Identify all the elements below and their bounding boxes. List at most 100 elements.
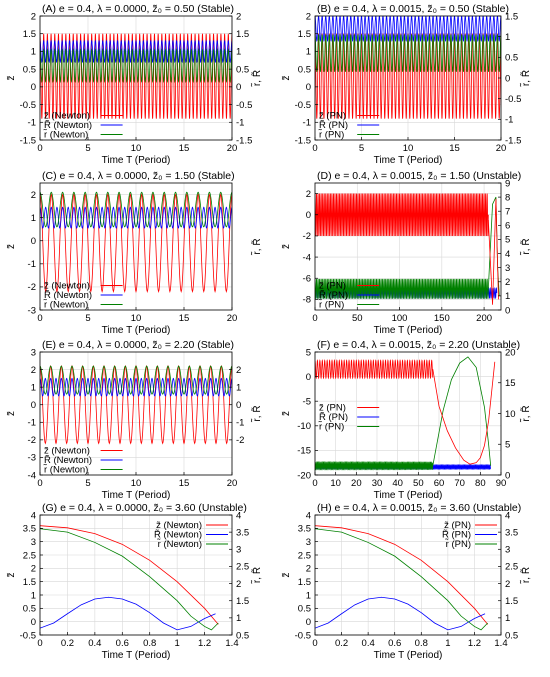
- x-tick-label: 0.8: [415, 638, 428, 649]
- panel-title: (C) e = 0.4, λ = 0.0000, z̃₀ = 1.50 (Sta…: [42, 170, 235, 182]
- series-line-2: [315, 461, 434, 471]
- x-tick-label: 30: [372, 478, 383, 489]
- x-tick-label: 1: [174, 638, 179, 649]
- x-tick-label: 0: [312, 478, 317, 489]
- x-tick-label: 0: [37, 478, 42, 489]
- panel-title: (H) e = 0.4, λ = 0.0015, z̃₀ = 3.60 (Uns…: [317, 502, 521, 514]
- x-tick-label: 1: [445, 638, 450, 649]
- x-tick-label: 20: [496, 143, 507, 154]
- y2-tick-label: 1: [505, 32, 510, 43]
- y2-tick-label: 4: [505, 249, 510, 260]
- y2-tick-label: 2.5: [505, 562, 518, 573]
- y-tick-label: -6: [303, 274, 311, 285]
- x-tick-label: 15: [179, 313, 190, 324]
- series-line-2: [40, 528, 219, 631]
- y2-tick-label: 8: [505, 192, 510, 203]
- x-tick-label: 150: [434, 313, 450, 324]
- y2-tick-label: 7: [505, 207, 510, 218]
- series-line-1: [315, 16, 501, 43]
- y-tick-label: 0: [31, 400, 36, 411]
- y-tick-label: -3: [28, 305, 36, 316]
- y-tick-label: -15: [297, 446, 311, 457]
- y-tick-label: 0: [306, 372, 311, 383]
- legend-label: r̃ (Newton): [156, 538, 202, 550]
- y-tick-label: 2: [306, 564, 311, 575]
- x-axis-label: Time T (Period): [374, 490, 443, 501]
- x-tick-label: 20: [351, 478, 362, 489]
- y2-axis-label: r̃, R̃: [519, 238, 532, 256]
- y-tick-label: 3.5: [298, 524, 311, 535]
- y2-tick-label: 1: [236, 47, 241, 58]
- y-tick-label: 0: [31, 617, 36, 628]
- x-tick-label: 15: [179, 143, 190, 154]
- y2-tick-label: 0: [505, 305, 510, 316]
- y-tick-label: -10: [297, 421, 311, 432]
- y2-tick-label: 1: [505, 291, 510, 302]
- legend-label: R̃ (PN): [319, 119, 348, 131]
- y2-tick-label: -0.5: [236, 100, 252, 111]
- y2-tick-label: 1.5: [505, 11, 518, 22]
- x-tick-label: 5: [85, 143, 90, 154]
- y-tick-label: 0: [31, 82, 36, 93]
- y2-axis-label: r̃, R̃: [250, 567, 263, 585]
- y-tick-label: -0.5: [295, 100, 311, 111]
- y2-tick-label: 5: [505, 440, 510, 451]
- y-tick-label: 1: [31, 213, 36, 224]
- y-tick-label: 4: [306, 510, 311, 521]
- x-tick-label: 0: [37, 143, 42, 154]
- y2-tick-label: 2: [505, 579, 510, 590]
- y-tick-label: 0: [306, 617, 311, 628]
- x-tick-label: 50: [413, 478, 424, 489]
- x-tick-label: 10: [403, 143, 414, 154]
- y2-tick-label: 1: [505, 613, 510, 624]
- x-tick-label: 0: [312, 313, 317, 324]
- y-tick-label: -4: [303, 252, 311, 263]
- y2-tick-label: 0: [236, 82, 241, 93]
- y2-tick-label: 1.5: [236, 596, 249, 607]
- panel-title: (E) e = 0.4, λ = 0.0000, z̃₀ = 2.20 (Sta…: [42, 339, 234, 351]
- panel-6: 0 0.2 0.4 0.6 0.8 1 1.2 1.4-0.500.511.522.533.5…: [6, 502, 263, 661]
- y2-axis-label: r̃, R̃: [519, 567, 532, 585]
- y-tick-label: -1: [28, 259, 36, 270]
- y-tick-label: 0.5: [298, 64, 311, 75]
- x-tick-label: 50: [352, 313, 363, 324]
- y2-tick-label: -0.5: [505, 94, 521, 105]
- series-line-1: [40, 596, 216, 631]
- legend-label: z̃ (Newton): [156, 520, 202, 531]
- legend-label: r̃ (Newton): [43, 464, 89, 476]
- y-axis-label: z̃: [6, 411, 17, 416]
- y-tick-label: 2: [31, 190, 36, 201]
- y2-tick-label: 4: [236, 510, 241, 521]
- y-tick-label: -2: [303, 231, 311, 242]
- y2-tick-label: 5: [505, 235, 510, 246]
- legend-label: R̃ (PN): [319, 289, 348, 301]
- y-tick-label: 0.5: [298, 604, 311, 615]
- legend: z̃ (Newton)R̃ (Newton)r̃ (Newton): [43, 446, 123, 476]
- x-tick-label: 90: [496, 478, 507, 489]
- y2-tick-label: 15: [505, 378, 516, 389]
- y2-tick-label: -1: [236, 118, 244, 129]
- series-line-4: [487, 198, 499, 305]
- series-line-2: [315, 34, 501, 72]
- y2-tick-label: -2: [236, 435, 244, 446]
- panel-title: (B) e = 0.4, λ = 0.0015, z̃₀ = 0.50 (Sta…: [317, 3, 509, 15]
- y2-axis-label: r̃, R̃: [519, 70, 532, 88]
- series-line-2: [40, 191, 232, 228]
- y-axis-label: z̃: [281, 411, 292, 416]
- y2-tick-label: 3: [505, 545, 510, 556]
- x-tick-label: 0.6: [116, 638, 129, 649]
- y-tick-label: -8: [303, 295, 311, 306]
- x-tick-label: 0.6: [388, 638, 401, 649]
- y2-tick-label: 1: [236, 382, 241, 393]
- y2-tick-label: -1.5: [505, 135, 521, 146]
- legend: z̃ (PN)R̃ (PN)r̃ (PN): [318, 403, 380, 433]
- x-tick-label: 0.2: [335, 638, 348, 649]
- y2-tick-label: 10: [505, 409, 516, 420]
- y-tick-label: 2: [31, 365, 36, 376]
- x-tick-label: 200: [476, 313, 492, 324]
- y-tick-label: 1.5: [298, 577, 311, 588]
- y-tick-label: 1.5: [23, 577, 36, 588]
- panel-title: (A) e = 0.4, λ = 0.0000, z̃₀ = 0.50 (Sta…: [42, 3, 234, 15]
- legend-label: r̃ (PN): [318, 421, 345, 433]
- y2-tick-label: 9: [505, 178, 510, 189]
